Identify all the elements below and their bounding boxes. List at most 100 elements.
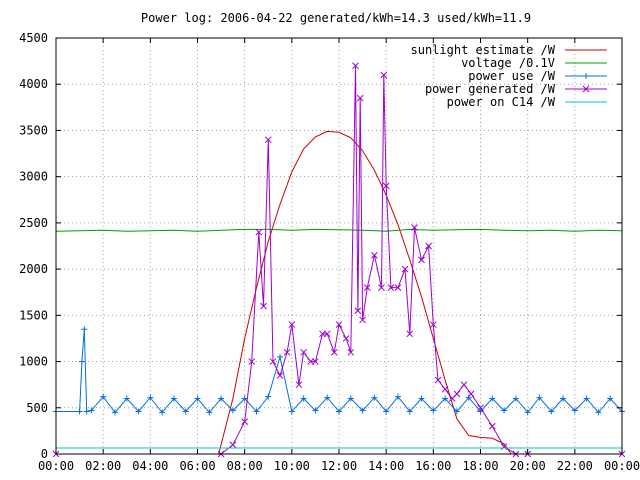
legend-label: power generated /W (425, 82, 556, 96)
data-point (123, 395, 130, 402)
x-tick-label: 18:00 (462, 459, 498, 473)
data-point (489, 395, 496, 402)
y-tick-label: 1500 (19, 308, 48, 322)
data-point (394, 284, 402, 291)
data-point (260, 302, 267, 310)
y-tick-label: 3000 (19, 170, 48, 184)
data-point (288, 408, 295, 415)
data-point (434, 376, 442, 384)
data-point (81, 326, 88, 333)
data-point (430, 407, 437, 414)
x-tick-label: 10:00 (274, 459, 310, 473)
data-point (277, 353, 284, 360)
data-point (354, 307, 362, 315)
data-point (371, 394, 378, 401)
data-point (442, 395, 449, 402)
data-point (548, 408, 555, 415)
data-point (536, 394, 543, 401)
data-point (359, 407, 366, 414)
data-point (83, 408, 90, 415)
data-point (595, 409, 602, 416)
data-point (269, 358, 277, 365)
data-point (218, 395, 225, 402)
data-point (418, 395, 425, 402)
data-point (147, 394, 154, 401)
data-point (607, 395, 614, 402)
data-point (501, 407, 508, 414)
x-tick-label: 06:00 (179, 459, 215, 473)
data-point (401, 265, 409, 273)
data-point (312, 358, 319, 365)
y-tick-label: 2000 (19, 262, 48, 276)
data-point (356, 94, 364, 102)
data-point (411, 224, 418, 231)
data-point (500, 443, 508, 450)
x-tick-label: 00:00 (604, 459, 640, 473)
data-point (418, 256, 425, 264)
series-line (56, 130, 622, 455)
data-point (229, 407, 236, 414)
data-point (382, 182, 390, 190)
data-point (441, 385, 449, 393)
data-point (512, 395, 519, 402)
data-point (229, 441, 237, 449)
data-point (264, 136, 272, 144)
data-point (78, 358, 85, 365)
data-point (319, 330, 326, 338)
legend-label: power on C14 /W (447, 95, 556, 109)
data-point (560, 395, 567, 402)
data-point (194, 395, 201, 402)
data-point (488, 422, 496, 430)
data-point (307, 358, 315, 365)
data-point (477, 404, 484, 412)
data-point (288, 321, 296, 328)
grid (56, 38, 622, 454)
data-point (283, 348, 291, 356)
y-tick-label: 4000 (19, 77, 48, 91)
data-point (100, 393, 107, 400)
series-3 (52, 62, 626, 458)
series-line (56, 65, 622, 455)
data-point (467, 390, 475, 398)
y-tick-label: 1000 (19, 355, 48, 369)
data-point (380, 71, 388, 79)
data-point (429, 321, 437, 328)
y-tick-label: 500 (26, 401, 48, 415)
data-point (88, 407, 95, 414)
data-point (159, 409, 166, 416)
data-point (342, 335, 350, 342)
x-tick-label: 22:00 (557, 459, 593, 473)
data-point (295, 381, 303, 389)
data-point (406, 408, 413, 415)
data-point (352, 62, 359, 70)
series-line (55, 228, 623, 232)
data-point (312, 407, 319, 414)
plot-frame (55, 37, 623, 455)
data-point (347, 395, 354, 402)
legend-label: voltage /0.1V (461, 56, 555, 70)
data-point (363, 284, 371, 291)
data-point (330, 348, 338, 356)
x-tick-label: 20:00 (510, 459, 546, 473)
x-tick-label: 14:00 (368, 459, 404, 473)
y-tick-label: 4500 (19, 31, 48, 45)
data-point (76, 408, 83, 415)
data-point (300, 395, 307, 402)
data-point (241, 395, 248, 402)
data-point (324, 394, 331, 401)
data-point (111, 409, 118, 416)
data-point (359, 316, 366, 324)
y-tick-label: 2500 (19, 216, 48, 230)
data-point (406, 330, 414, 338)
data-point (347, 348, 355, 356)
data-point (583, 395, 590, 402)
data-point (255, 228, 263, 236)
series-2 (53, 326, 625, 416)
x-tick-label: 04:00 (132, 459, 168, 473)
data-point (460, 381, 468, 389)
data-point (524, 409, 531, 416)
data-point (241, 418, 249, 425)
data-point (182, 408, 189, 415)
data-point (571, 407, 578, 414)
